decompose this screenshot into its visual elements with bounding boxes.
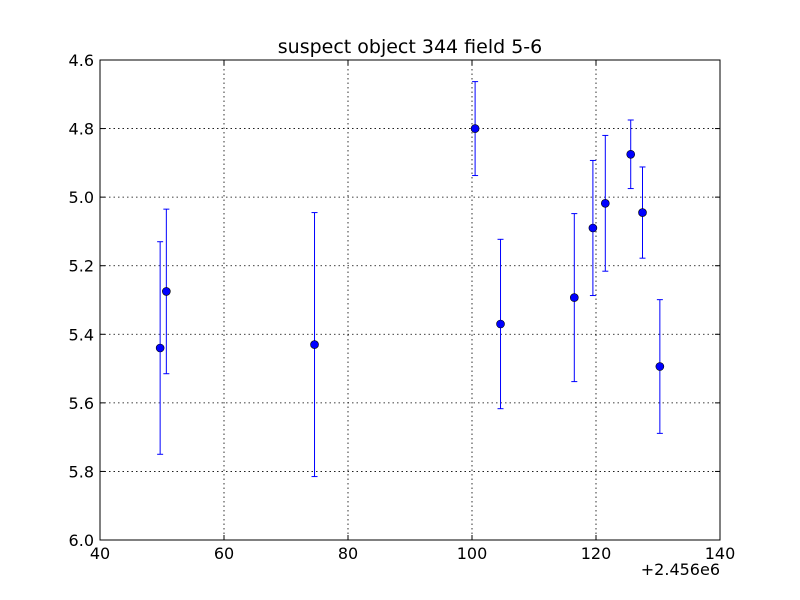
data-point-marker xyxy=(638,208,647,217)
data-point-marker xyxy=(626,149,636,159)
y-tick-label: 6.0 xyxy=(69,531,94,550)
data-points xyxy=(155,124,665,371)
x-tick-label: 60 xyxy=(214,544,234,563)
plot-frame xyxy=(99,59,721,541)
data-point-marker xyxy=(310,340,319,349)
y-tick-label: 5.0 xyxy=(69,188,94,207)
x-tick-label: 40 xyxy=(90,544,110,563)
y-tick-label: 4.6 xyxy=(69,51,94,70)
plot-area xyxy=(100,60,720,540)
data-point-marker xyxy=(470,124,480,133)
data-point-marker xyxy=(569,293,579,302)
x-tick-label: 80 xyxy=(338,544,358,563)
data-point-marker xyxy=(155,343,165,353)
x-tick-labels: 40 60 80 100 120 140 xyxy=(90,544,735,563)
y-tick-label: 5.2 xyxy=(69,257,94,276)
data-point-marker xyxy=(162,287,171,296)
x-tick-label: 120 xyxy=(581,544,612,563)
data-point-marker xyxy=(600,199,610,208)
grid xyxy=(100,60,720,540)
y-tick-label: 5.6 xyxy=(69,394,94,413)
y-tick-label: 4.8 xyxy=(69,120,94,139)
x-tick-label: 140 xyxy=(705,544,736,563)
y-tick-label: 5.4 xyxy=(69,325,94,344)
x-tick-label: 100 xyxy=(457,544,488,563)
data-point-marker xyxy=(655,362,665,371)
y-tick-label: 5.8 xyxy=(69,462,94,481)
x-axis-offset-label: +2.456e6 xyxy=(641,560,720,579)
data-point-marker xyxy=(496,319,505,329)
chart-title: suspect object 344 field 5-6 xyxy=(278,36,543,58)
y-tick-labels: 4.6 4.8 5.0 5.2 5.4 5.6 5.8 6.0 xyxy=(69,51,94,550)
data-point-marker xyxy=(588,223,598,233)
